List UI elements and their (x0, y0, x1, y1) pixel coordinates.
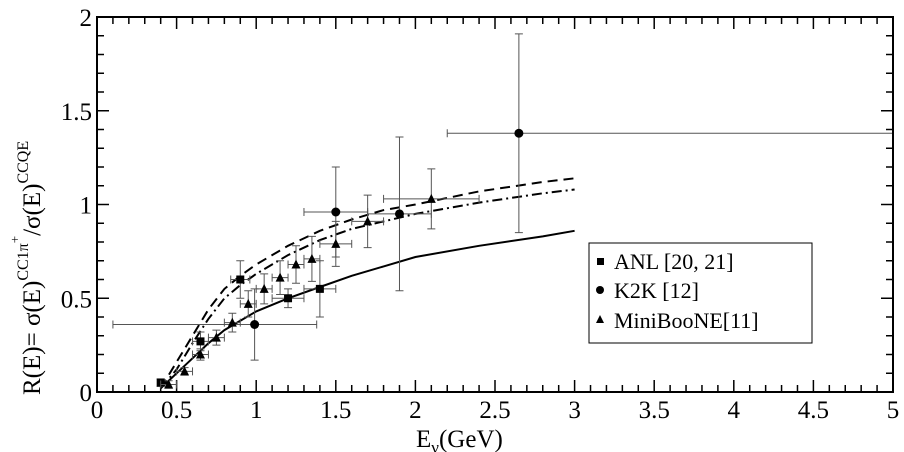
miniboone-point (363, 216, 373, 226)
miniboone-point (426, 193, 436, 203)
x-tick-label: 4.5 (798, 397, 829, 424)
x-tick-label: 2.5 (479, 397, 510, 424)
anl-point (196, 337, 205, 346)
miniboone-point (275, 272, 285, 282)
legend-box (588, 242, 813, 344)
miniboone-point (180, 366, 190, 376)
legend-label-miniboone: MiniBooNE[11] (614, 308, 759, 333)
plot-frame (96, 16, 894, 393)
x-tick-label: 3 (568, 397, 581, 424)
miniboone-point (164, 379, 174, 389)
k2k-point (250, 320, 260, 329)
miniboone-point (259, 283, 269, 293)
legend-square-marker (597, 258, 604, 265)
y-tick-label: 0.5 (61, 286, 92, 313)
legend: ANL [20, 21] K2K [12] MiniBooNE[11] (588, 242, 813, 344)
legend-label-anl: ANL [20, 21] (614, 249, 734, 274)
x-tick-label: 1.5 (320, 397, 351, 424)
x-tick-label: 1 (250, 397, 263, 424)
anl-point (315, 284, 324, 293)
miniboone-point (195, 349, 205, 359)
anl-point (284, 294, 293, 303)
x-tick-label: 2 (409, 397, 422, 424)
legend-circle-marker (596, 286, 604, 294)
k2k-point (331, 207, 341, 217)
anl-point (236, 275, 245, 284)
miniboone-point (227, 317, 237, 327)
k2k-point (394, 209, 404, 219)
curve-dash-dot (159, 188, 575, 389)
x-tick-label: 0.5 (161, 397, 192, 424)
y-tick-label: 0 (80, 380, 93, 407)
x-tick-label: 3.5 (639, 397, 670, 424)
x-tick-label: 0 (91, 397, 104, 424)
miniboone-point (291, 259, 301, 269)
miniboone-point (243, 298, 253, 308)
legend-label-k2k: K2K [12] (614, 278, 699, 303)
tick-labels: 0 0.5 1 1.5 2 2.5 3 3.5 4 4.5 5 0 0.5 1 1.5 2 (61, 5, 900, 424)
k2k-point (514, 128, 524, 138)
curve-dashed (159, 177, 575, 389)
x-axis-title: Eν(GeV) (416, 426, 503, 452)
legend-triangle-marker (596, 315, 604, 323)
y-axis-title: R(E)= σ(E)CC1π+/σ(E)CCQE (7, 141, 46, 395)
y-tick-label: 1 (80, 193, 93, 220)
miniboone-point (331, 238, 341, 248)
curve-solid (160, 229, 575, 390)
y-tick-label: 1.5 (61, 99, 92, 126)
y-tick-label: 2 (80, 5, 93, 32)
miniboone-point (211, 332, 221, 342)
x-tick-label: 5 (887, 397, 900, 424)
x-tick-label: 4 (728, 397, 741, 424)
miniboone-point (307, 253, 317, 263)
data-points-layer (112, 33, 894, 389)
